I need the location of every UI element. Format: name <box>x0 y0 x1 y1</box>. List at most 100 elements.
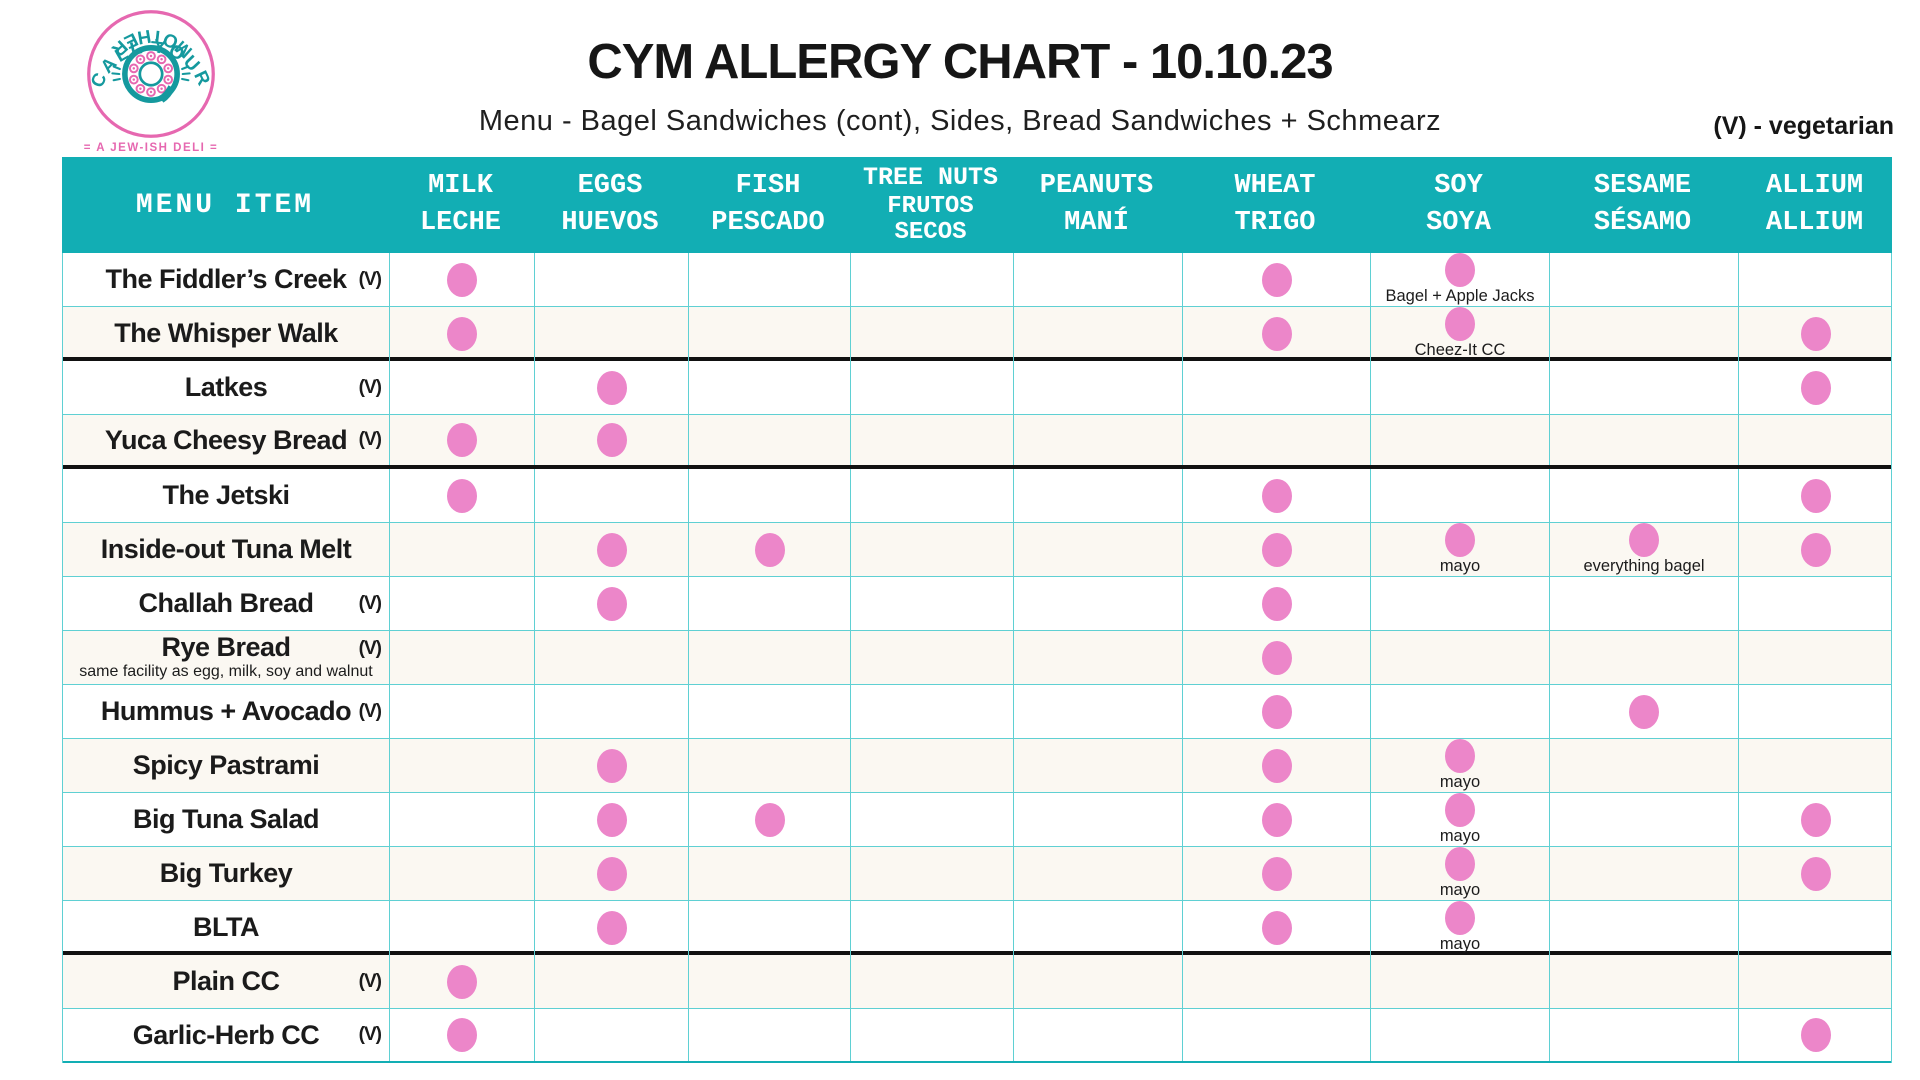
allergen-cell-soy <box>1370 685 1549 738</box>
allergen-dot-wheat <box>1261 640 1292 675</box>
allergen-dot-wheat <box>1261 262 1292 297</box>
allergen-dot-wheat <box>1261 802 1292 837</box>
allergen-cell-allium <box>1738 523 1893 577</box>
table-row: Rye Bread (V) same facility as egg, milk, … <box>63 631 1891 685</box>
allergen-cell-peanuts <box>1013 847 1182 901</box>
menu-item-cell: The Fiddler’s Creek (V) <box>63 253 389 307</box>
allergen-cell-milk <box>389 469 534 522</box>
column-header-wheat: WHEAT TRIGO <box>1181 157 1369 253</box>
allergen-cell-eggs <box>534 307 688 361</box>
allergen-dot-sesame <box>1629 694 1659 729</box>
allergen-cell-milk <box>389 253 534 307</box>
allergen-cell-peanuts <box>1013 415 1182 465</box>
column-header-allium: ALLIUM ALLIUM <box>1737 157 1892 253</box>
menu-item-cell: Spicy Pastrami <box>63 739 389 793</box>
table-row: Yuca Cheesy Bread (V) <box>63 415 1891 469</box>
column-label-en: EGGS <box>577 171 643 201</box>
allergen-dot-wheat <box>1261 856 1292 891</box>
allergen-dot-allium <box>1801 316 1831 351</box>
menu-item-cell: Plain CC (V) <box>63 955 389 1008</box>
allergen-cell-wheat <box>1182 1009 1370 1061</box>
veg-marker: (V) <box>358 970 382 992</box>
menu-item-cell: Latkes (V) <box>63 361 389 414</box>
allergen-dot-eggs <box>596 370 627 405</box>
table-header: MENU ITEM MILK LECHE EGGS HUEVOS FISH PESCADO… <box>62 157 1892 253</box>
allergen-cell-peanuts <box>1013 469 1182 522</box>
allergen-cell-sesame <box>1549 847 1738 901</box>
allergen-dot-eggs <box>596 423 627 457</box>
allergen-cell-allium <box>1738 955 1893 1008</box>
allergen-note: Cheez-It CC <box>1414 341 1506 359</box>
allergen-cell-fish <box>688 631 850 684</box>
allergen-dot-allium <box>1801 1018 1831 1052</box>
allergen-cell-soy <box>1370 955 1549 1008</box>
menu-item-cell: Hummus + Avocado (V) <box>63 685 389 738</box>
allergen-cell-soy <box>1370 631 1549 684</box>
allergen-cell-soy: Bagel + Apple Jacks <box>1370 253 1549 307</box>
allergen-cell-milk <box>389 415 534 465</box>
allergen-dot-wheat <box>1261 532 1292 567</box>
allergen-dot-soy <box>1445 253 1475 287</box>
allergen-cell-fish <box>688 955 850 1008</box>
menu-item-header: MENU ITEM <box>135 189 315 221</box>
allergen-cell-soy: Cheez-It CC <box>1370 307 1549 361</box>
allergen-cell-wheat <box>1182 631 1370 684</box>
allergen-cell-tree_nuts <box>850 361 1013 414</box>
column-label-es: PESCADO <box>711 208 825 238</box>
allergen-cell-fish <box>688 793 850 847</box>
allergen-cell-fish <box>688 901 850 955</box>
allergen-cell-soy: mayo <box>1370 901 1549 955</box>
allergen-cell-wheat <box>1182 901 1370 955</box>
allergen-dot-milk <box>447 1018 477 1052</box>
allergen-cell-milk <box>389 739 534 793</box>
allergen-cell-sesame <box>1549 1009 1738 1061</box>
menu-item-cell: Big Tuna Salad <box>63 793 389 847</box>
allergen-cell-milk <box>389 1009 534 1061</box>
allergen-dot-eggs <box>596 856 627 891</box>
allergen-cell-milk <box>389 361 534 414</box>
table-row: Garlic-Herb CC (V) <box>63 1009 1891 1063</box>
allergen-cell-eggs <box>534 793 688 847</box>
page-subtitle: Menu - Bagel Sandwiches (cont), Sides, B… <box>478 105 1442 137</box>
table-row: Latkes (V) <box>63 361 1891 415</box>
allergen-cell-soy: mayo <box>1370 793 1549 847</box>
menu-item-cell: The Jetski <box>63 469 389 522</box>
allergen-cell-allium <box>1738 469 1893 522</box>
logo-dial-dots <box>132 54 170 94</box>
allergen-dot-wheat <box>1261 910 1292 945</box>
allergen-dot-milk <box>447 423 477 457</box>
column-label-en: TREE NUTS <box>862 163 999 193</box>
allergen-cell-milk <box>389 793 534 847</box>
logo-dial-holes <box>128 51 174 97</box>
allergen-cell-fish <box>688 469 850 522</box>
allergen-cell-peanuts <box>1013 253 1182 307</box>
allergen-cell-sesame <box>1549 361 1738 414</box>
allergen-cell-tree_nuts <box>850 901 1013 955</box>
allergen-dot-milk <box>447 964 477 999</box>
menu-item-name: Plain CC <box>172 966 280 996</box>
allergen-dot-milk <box>447 262 477 297</box>
page-title: CYM ALLERGY CHART - 10.10.23 <box>587 35 1333 89</box>
allergen-dot-eggs <box>596 586 627 621</box>
allergen-dot-soy <box>1445 847 1475 881</box>
column-label-en: ALLIUM <box>1765 171 1864 201</box>
column-label-en: FISH <box>735 171 801 201</box>
menu-item-name: BLTA <box>193 912 259 943</box>
cym-logo: CALL YOUR MOTHER = A JEW-ISH DELI = <box>66 8 236 154</box>
allergen-cell-allium <box>1738 361 1893 414</box>
allergen-cell-sesame <box>1549 307 1738 361</box>
veg-legend: (V) - vegetarian <box>1713 112 1894 140</box>
allergen-cell-sesame <box>1549 415 1738 465</box>
veg-marker: (V) <box>358 700 382 722</box>
allergen-cell-wheat <box>1182 469 1370 522</box>
allergen-cell-tree_nuts <box>850 847 1013 901</box>
column-header-sesame: SESAME SÉSAMO <box>1548 157 1737 253</box>
allergen-cell-milk <box>389 631 534 684</box>
menu-item-name: Inside-out Tuna Melt <box>100 534 352 565</box>
allergen-dot-milk <box>447 478 477 513</box>
allergen-note: mayo <box>1439 935 1481 953</box>
column-header-peanuts: PEANUTS MANÍ <box>1012 157 1181 253</box>
allergen-cell-eggs <box>534 361 688 414</box>
allergen-cell-milk <box>389 901 534 955</box>
allergen-cell-allium <box>1738 631 1893 684</box>
